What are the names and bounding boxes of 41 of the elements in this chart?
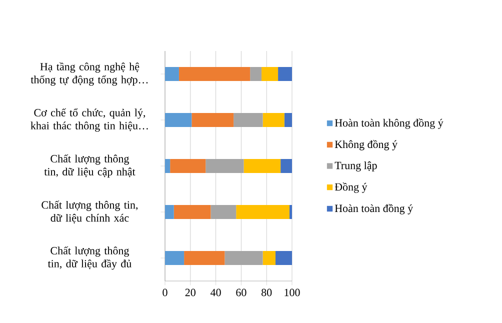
legend-label: Hoàn toàn đồng ý <box>334 204 414 214</box>
bar <box>174 205 211 220</box>
bar <box>236 205 290 220</box>
legend-label: Đồng ý <box>334 182 368 193</box>
legend-label: Không đồng ý <box>334 140 398 150</box>
bar <box>289 205 292 220</box>
bar <box>280 159 292 174</box>
bar <box>170 159 206 174</box>
bar <box>262 251 276 266</box>
x-tick-label: 20 <box>185 288 196 296</box>
x-tick-label: 0 <box>162 288 168 296</box>
bar <box>165 113 192 128</box>
y-tick-label: Chất lượng thông tin, dữ liệu chính xác <box>42 200 138 224</box>
bar <box>165 251 184 266</box>
y-tick-label: Cơ chế tổ chức, quản lý, khai thác thông tin hiệu… <box>30 108 148 132</box>
bar <box>262 67 278 82</box>
bar <box>206 159 244 174</box>
legend-label: Hoàn toàn không đồng ý <box>334 118 444 129</box>
bar <box>244 159 281 174</box>
x-tick-label: 80 <box>262 288 272 296</box>
bar <box>278 67 292 82</box>
bar <box>224 251 263 266</box>
x-tick-label: 40 <box>210 288 221 296</box>
y-tick-label: Hạ tầng công nghệ hệ thống tự động tổng hợp… <box>30 62 148 86</box>
bar <box>234 113 263 128</box>
bar <box>165 205 174 220</box>
y-tick-label: Chất lượng thông tin, dữ liệu cập nhật <box>44 154 136 178</box>
x-tick-label: 60 <box>236 288 246 296</box>
legend-label: Trung lập <box>334 161 377 172</box>
bar <box>165 159 170 174</box>
bar <box>275 251 292 266</box>
y-tick-label: Chất lượng thông tin, dữ liệu đầy đủ <box>48 246 132 270</box>
bar <box>192 113 234 128</box>
bar <box>184 251 225 266</box>
x-tick-label: 100 <box>284 288 300 296</box>
bar <box>165 67 179 82</box>
bar <box>250 67 262 82</box>
bar <box>210 205 236 220</box>
bar <box>262 113 284 128</box>
bar <box>284 113 292 128</box>
bar <box>178 67 250 82</box>
